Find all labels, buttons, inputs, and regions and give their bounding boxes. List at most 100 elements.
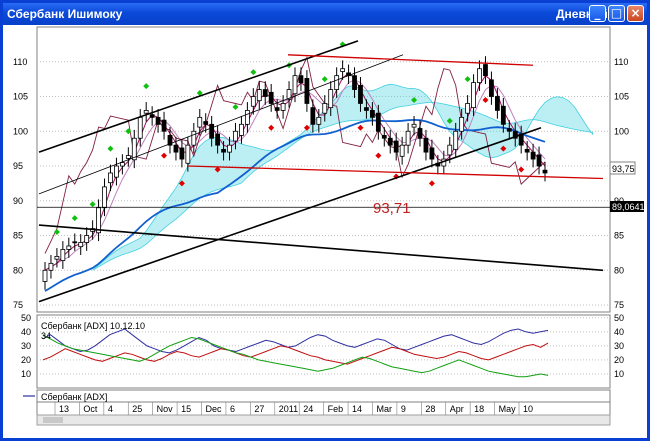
fractal-down-marker [428, 180, 435, 187]
candle-body [334, 75, 340, 90]
candle-body [78, 242, 84, 248]
candle-body [221, 148, 226, 153]
candle-body [60, 249, 66, 261]
candle-body [155, 116, 161, 125]
price-tick-left: 75 [13, 300, 23, 310]
candle-body [167, 135, 173, 146]
candle-body [143, 110, 149, 114]
support-trendline [38, 127, 542, 303]
price-tick-left: 105 [13, 92, 28, 102]
candle-body [524, 148, 530, 153]
x-axis-label: 13 [59, 404, 69, 414]
candle-body [292, 75, 298, 95]
price-tick-right: 75 [614, 300, 624, 310]
price-tick-left: 110 [13, 57, 27, 67]
candle-body [393, 140, 399, 153]
candle-body [471, 82, 476, 109]
candle-body [185, 144, 191, 164]
candle-body [215, 133, 221, 146]
candle-body [131, 137, 137, 161]
fractal-up-marker [107, 145, 114, 152]
indicator-tick-right: 10 [614, 369, 624, 379]
x-axis-label: Oct [83, 404, 98, 414]
indicator-tick-right: 50 [614, 313, 624, 323]
indicator-tick-left: 10 [21, 369, 31, 379]
scrollbar-thumb[interactable] [43, 417, 63, 423]
x-axis-label: 24 [303, 404, 313, 414]
x-axis-label: Apr [450, 404, 464, 414]
indicator-tick-right: 20 [614, 355, 624, 365]
fractal-up-marker [250, 69, 257, 76]
price-tick-left: 85 [13, 231, 23, 241]
candle-body [399, 144, 405, 157]
horizontal-support-line [187, 165, 604, 180]
title-bar[interactable]: Сбербанк Ишимоку Дневной _ □ × [3, 3, 647, 25]
minimize-button[interactable]: _ [589, 5, 606, 22]
fractal-up-marker [71, 215, 78, 222]
fractal-up-marker [232, 103, 239, 110]
candle-body [244, 110, 250, 125]
chart-area: 75758080858590909595100100105105110110 1… [3, 25, 647, 438]
x-axis-label: 4 [108, 404, 113, 414]
candle-body [119, 162, 125, 167]
legend-strip [36, 389, 611, 403]
last-price-box [609, 161, 636, 175]
fractal-up-marker [89, 201, 96, 208]
fractal-down-marker [303, 124, 310, 131]
candle-body [417, 128, 423, 139]
fractal-down-marker [518, 166, 525, 173]
fractal-down-marker [357, 124, 364, 131]
candle-body [453, 130, 459, 150]
x-axis-label: 6 [230, 404, 235, 414]
candle-body [102, 186, 107, 209]
x-axis-label: 2011 [279, 404, 298, 414]
candle-body [340, 68, 346, 72]
candle-body [274, 107, 280, 111]
x-axis-label: 18 [474, 404, 484, 414]
candle-body [108, 172, 113, 184]
horizontal-scrollbar[interactable] [36, 414, 611, 426]
close-button[interactable]: × [627, 5, 644, 22]
fractal-up-marker [125, 128, 132, 135]
candle-body [262, 89, 268, 97]
candle-body [375, 112, 381, 132]
x-axis-label: Nov [157, 404, 174, 414]
candle-body [209, 123, 215, 139]
price-tick-left: 100 [13, 126, 28, 136]
x-axis-label: Mar [376, 404, 392, 414]
maximize-icon: □ [610, 6, 623, 20]
candle-body [494, 96, 500, 111]
chart-svg[interactable]: 75758080858590909595100100105105110110 1… [3, 25, 647, 438]
candle-body [125, 155, 131, 159]
maximize-button[interactable]: □ [608, 5, 625, 22]
x-axis-label: 27 [254, 404, 264, 414]
candle-body [405, 130, 411, 146]
x-axis-label: 28 [425, 404, 435, 414]
price-annotation: 93,71 [373, 200, 411, 217]
candle-body [542, 169, 548, 174]
candle-body [239, 123, 244, 136]
x-axis-label: 14 [352, 404, 362, 414]
price-tick-right: 110 [614, 57, 628, 67]
indicator-tick-left: 30 [21, 341, 31, 351]
candle-body [387, 137, 393, 146]
candle-body [233, 130, 238, 142]
price-tick-right: 80 [614, 265, 624, 275]
x-axis-label: Feb [328, 404, 344, 414]
candle-body [489, 79, 494, 97]
candle-body [96, 207, 101, 234]
candle-body [197, 116, 203, 128]
fractal-down-marker [500, 145, 507, 152]
channel-upper-trendline [38, 40, 359, 153]
price-tick-right: 85 [614, 231, 624, 241]
candle-body [280, 103, 286, 111]
fractal-down-marker [482, 96, 489, 103]
candle-body [227, 144, 232, 153]
x-axis-label: 15 [181, 404, 191, 414]
candle-body [352, 75, 357, 90]
candle-body [465, 103, 471, 114]
price-tick-left: 95 [13, 161, 23, 171]
candle-body [268, 91, 274, 104]
candle-body [203, 121, 209, 125]
candle-body [316, 116, 322, 125]
